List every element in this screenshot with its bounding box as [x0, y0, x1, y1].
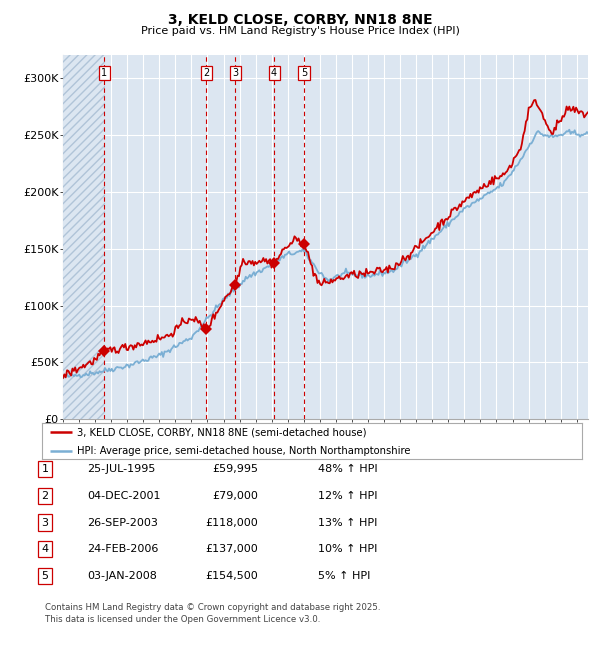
Text: 2: 2	[203, 68, 209, 78]
Text: 03-JAN-2008: 03-JAN-2008	[87, 571, 157, 581]
Text: £118,000: £118,000	[205, 517, 258, 528]
Text: 5: 5	[301, 68, 307, 78]
Text: HPI: Average price, semi-detached house, North Northamptonshire: HPI: Average price, semi-detached house,…	[77, 446, 410, 456]
Text: 04-DEC-2001: 04-DEC-2001	[87, 491, 161, 501]
Text: 3, KELD CLOSE, CORBY, NN18 8NE: 3, KELD CLOSE, CORBY, NN18 8NE	[167, 13, 433, 27]
Text: 3: 3	[232, 68, 238, 78]
Text: 4: 4	[41, 544, 49, 554]
Text: 24-FEB-2006: 24-FEB-2006	[87, 544, 158, 554]
Text: 3, KELD CLOSE, CORBY, NN18 8NE (semi-detached house): 3, KELD CLOSE, CORBY, NN18 8NE (semi-det…	[77, 427, 367, 437]
Text: £59,995: £59,995	[212, 464, 258, 474]
Text: 48% ↑ HPI: 48% ↑ HPI	[318, 464, 377, 474]
Text: £79,000: £79,000	[212, 491, 258, 501]
Text: £154,500: £154,500	[205, 571, 258, 581]
Text: 1: 1	[101, 68, 107, 78]
Text: 1: 1	[41, 464, 49, 474]
Text: Contains HM Land Registry data © Crown copyright and database right 2025.
This d: Contains HM Land Registry data © Crown c…	[45, 603, 380, 624]
Text: £137,000: £137,000	[205, 544, 258, 554]
Text: Price paid vs. HM Land Registry's House Price Index (HPI): Price paid vs. HM Land Registry's House …	[140, 26, 460, 36]
Text: 5: 5	[41, 571, 49, 581]
Text: 3: 3	[41, 517, 49, 528]
Bar	[63, 55, 105, 419]
Text: 4: 4	[271, 68, 277, 78]
Text: 10% ↑ HPI: 10% ↑ HPI	[318, 544, 377, 554]
Text: 2: 2	[41, 491, 49, 501]
Text: 13% ↑ HPI: 13% ↑ HPI	[318, 517, 377, 528]
Text: 12% ↑ HPI: 12% ↑ HPI	[318, 491, 377, 501]
Text: 25-JUL-1995: 25-JUL-1995	[87, 464, 155, 474]
Text: 5% ↑ HPI: 5% ↑ HPI	[318, 571, 370, 581]
Text: 26-SEP-2003: 26-SEP-2003	[87, 517, 158, 528]
